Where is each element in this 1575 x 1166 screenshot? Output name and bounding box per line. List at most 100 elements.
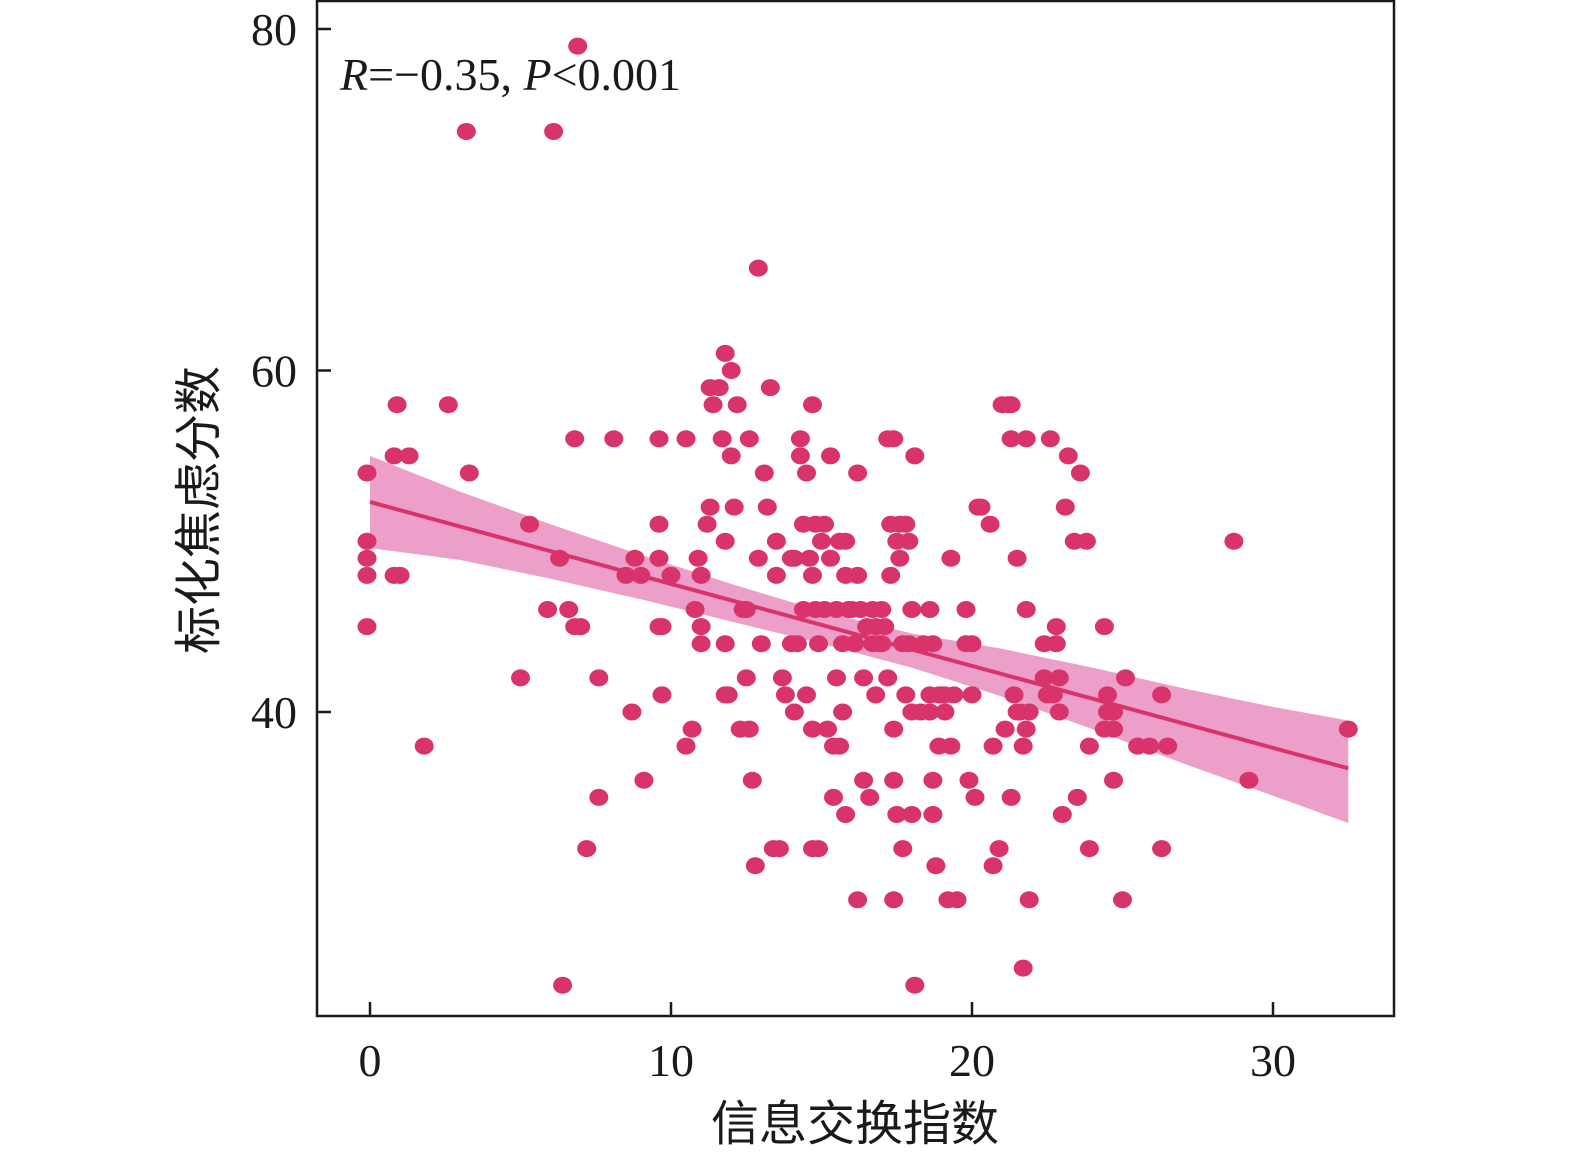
data-point: [1113, 891, 1132, 909]
data-point: [697, 515, 717, 533]
data-point: [1104, 720, 1123, 738]
data-point: [818, 720, 837, 738]
data-point: [631, 566, 651, 584]
data-point: [571, 618, 591, 636]
data-point: [760, 379, 780, 397]
data-point: [809, 635, 828, 653]
data-point: [1152, 686, 1172, 704]
r-symbol: R: [339, 49, 368, 100]
data-point: [691, 618, 711, 636]
x-tick-label: 0: [359, 1035, 382, 1086]
data-point: [905, 447, 925, 465]
data-point: [1019, 703, 1039, 721]
data-point: [688, 549, 708, 567]
data-point: [589, 788, 609, 806]
data-point: [748, 259, 768, 277]
data-point: [520, 515, 539, 533]
data-point: [848, 464, 868, 482]
axis-ticks-layer: 0 10 20 30 40 60 80: [251, 4, 1296, 1086]
data-point: [809, 840, 828, 858]
data-point: [604, 430, 624, 448]
data-point: [1098, 686, 1117, 704]
data-point: [983, 737, 1003, 755]
data-point: [935, 703, 955, 721]
data-point: [775, 686, 795, 704]
data-point: [962, 635, 982, 653]
data-point: [1043, 686, 1063, 704]
data-point: [1046, 618, 1066, 636]
data-point: [721, 447, 741, 465]
data-point: [751, 635, 771, 653]
data-point: [1058, 447, 1078, 465]
data-point: [884, 891, 904, 909]
data-point: [878, 669, 898, 687]
data-point: [652, 618, 672, 636]
data-point: [1055, 498, 1075, 516]
data-point: [884, 771, 904, 789]
data-point: [649, 549, 669, 567]
data-point: [357, 549, 377, 567]
data-point: [700, 498, 720, 516]
data-point: [769, 840, 789, 858]
data-point: [884, 720, 904, 738]
data-point: [812, 532, 831, 550]
data-point: [1104, 703, 1123, 721]
data-point: [787, 635, 807, 653]
data-point: [712, 430, 732, 448]
data-point: [649, 515, 669, 533]
data-point: [1040, 430, 1060, 448]
data-point: [815, 515, 834, 533]
x-tick-label: 10: [648, 1035, 694, 1086]
data-point: [691, 635, 711, 653]
data-point: [1067, 788, 1087, 806]
data-point: [905, 976, 925, 994]
y-tick-label: 40: [251, 687, 297, 738]
data-point: [902, 806, 922, 823]
data-point: [923, 806, 943, 823]
data-point: [550, 549, 570, 567]
data-point: [821, 549, 840, 567]
p-value: <0.001: [552, 49, 681, 100]
data-point: [589, 669, 609, 687]
data-point: [577, 840, 597, 858]
data-point: [836, 806, 856, 823]
data-point: [459, 464, 479, 482]
data-point: [1076, 532, 1096, 550]
data-point: [766, 532, 786, 550]
data-point: [902, 601, 922, 618]
data-point: [1013, 737, 1033, 755]
data-point: [854, 771, 874, 789]
data-point: [983, 857, 1003, 875]
data-point: [1158, 737, 1178, 755]
data-point: [1070, 464, 1090, 482]
data-point: [1140, 737, 1160, 755]
data-point: [1152, 840, 1172, 858]
data-point: [1013, 959, 1033, 977]
x-tick-label: 30: [1250, 1035, 1296, 1086]
data-point: [544, 123, 564, 140]
data-point: [1001, 788, 1021, 806]
data-point: [860, 788, 880, 806]
data-point: [715, 635, 735, 653]
data-point: [872, 635, 892, 653]
data-point: [803, 720, 822, 738]
data-point: [559, 601, 579, 618]
data-point: [739, 430, 759, 448]
data-point: [803, 396, 822, 414]
data-point: [414, 737, 434, 755]
data-point: [941, 549, 961, 567]
data-point: [676, 737, 696, 755]
data-point: [845, 635, 865, 653]
data-point: [995, 720, 1015, 738]
data-point: [1104, 771, 1123, 789]
data-point: [790, 430, 810, 448]
data-point: [736, 601, 756, 618]
data-point: [830, 737, 850, 755]
data-point: [784, 703, 804, 721]
data-point: [724, 498, 744, 516]
data-point: [1001, 396, 1021, 414]
y-axis-title: 标化焦虑分数: [173, 366, 226, 654]
data-point: [745, 857, 765, 875]
data-point: [1001, 430, 1021, 448]
